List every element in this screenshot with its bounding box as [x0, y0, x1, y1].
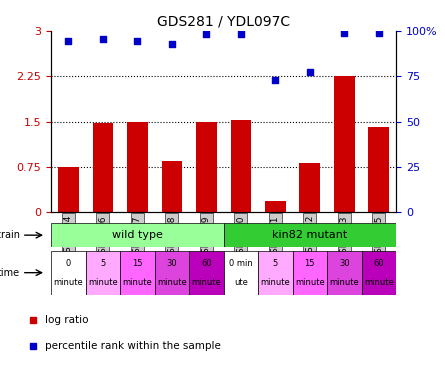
Text: minute: minute — [122, 278, 152, 287]
Text: minute: minute — [295, 278, 325, 287]
Text: time: time — [0, 268, 20, 278]
Text: 0: 0 — [66, 259, 71, 268]
Text: minute: minute — [364, 278, 394, 287]
Text: minute: minute — [329, 278, 359, 287]
Text: 30: 30 — [166, 259, 177, 268]
Text: percentile rank within the sample: percentile rank within the sample — [44, 341, 221, 351]
Text: minute: minute — [157, 278, 187, 287]
Text: 0 min: 0 min — [229, 259, 253, 268]
Text: 60: 60 — [201, 259, 212, 268]
Point — [65, 38, 72, 44]
Text: kin82 mutant: kin82 mutant — [272, 230, 348, 240]
Text: strain: strain — [0, 230, 20, 240]
Point — [306, 69, 313, 75]
Bar — [196, 122, 217, 212]
Text: wild type: wild type — [112, 230, 163, 240]
Bar — [51, 223, 224, 247]
Point — [272, 77, 279, 83]
Text: minute: minute — [53, 278, 83, 287]
Bar — [127, 122, 148, 212]
Bar — [189, 251, 224, 295]
Text: 5: 5 — [100, 259, 105, 268]
Bar — [362, 251, 396, 295]
Text: 15: 15 — [304, 259, 315, 268]
Text: 30: 30 — [339, 259, 350, 268]
Bar — [327, 251, 362, 295]
Text: minute: minute — [88, 278, 118, 287]
Text: 15: 15 — [132, 259, 143, 268]
Point — [203, 31, 210, 37]
Bar — [86, 251, 120, 295]
Bar — [58, 167, 79, 212]
Point — [99, 36, 106, 42]
Text: ute: ute — [234, 278, 248, 287]
Bar — [293, 251, 327, 295]
Title: GDS281 / YDL097C: GDS281 / YDL097C — [157, 15, 290, 29]
Bar — [368, 127, 389, 212]
Bar — [224, 251, 258, 295]
Point — [341, 30, 348, 36]
Bar — [224, 223, 396, 247]
Bar — [155, 251, 189, 295]
Bar — [299, 163, 320, 212]
Bar — [231, 120, 251, 212]
Bar — [120, 251, 155, 295]
Text: minute: minute — [260, 278, 290, 287]
Bar — [265, 201, 286, 212]
Bar — [162, 161, 182, 212]
Point — [134, 38, 141, 44]
Bar — [258, 251, 293, 295]
Bar — [334, 76, 355, 212]
Text: 60: 60 — [373, 259, 384, 268]
Point — [237, 31, 244, 37]
Text: 5: 5 — [273, 259, 278, 268]
Bar — [51, 251, 86, 295]
Text: minute: minute — [191, 278, 221, 287]
Point — [375, 30, 382, 36]
Text: log ratio: log ratio — [44, 315, 88, 325]
Point — [168, 41, 175, 47]
Bar — [93, 123, 113, 212]
